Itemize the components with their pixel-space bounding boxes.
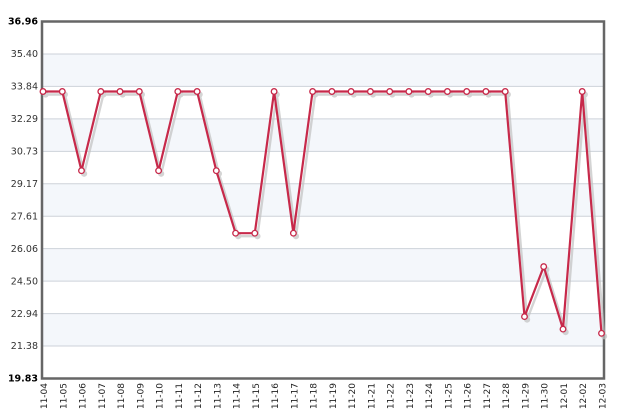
x-axis-tick-label: 11-15	[252, 383, 262, 409]
data-point	[443, 88, 451, 95]
x-axis-tick-label: 11-25	[444, 383, 454, 409]
data-point	[559, 325, 567, 333]
data-point	[366, 88, 374, 95]
x-axis-tick-label: 11-19	[329, 383, 339, 409]
x-axis-tick-label: 11-12	[194, 383, 204, 409]
data-point	[251, 229, 259, 237]
x-axis-tick-label: 11-21	[367, 383, 377, 409]
x-axis-tick-label: 12-01	[560, 383, 570, 409]
x-axis-tick-label: 11-26	[464, 383, 474, 409]
data-point	[386, 88, 394, 95]
plot-band	[42, 216, 604, 249]
data-point	[116, 88, 124, 95]
x-axis-tick-label: 11-11	[175, 383, 185, 409]
y-axis-tick-label: 30.73	[11, 147, 38, 158]
plot-band	[42, 248, 604, 282]
plot-band	[42, 53, 604, 87]
x-axis-tick-label: 11-05	[59, 383, 69, 409]
x-axis-tick-label: 11-23	[406, 383, 416, 409]
data-point	[482, 88, 490, 95]
plot-band	[42, 183, 604, 217]
data-point	[174, 88, 182, 95]
data-point	[78, 167, 85, 175]
data-point	[193, 88, 201, 95]
x-axis-tick-label: 11-08	[117, 383, 127, 409]
data-point	[347, 88, 355, 95]
data-point	[289, 229, 297, 237]
x-axis-tick-label: 11-20	[348, 383, 358, 409]
x-axis-tick-label: 11-29	[522, 383, 532, 409]
x-axis-tick-label: 12-02	[579, 383, 589, 409]
data-point	[58, 88, 66, 95]
x-axis-tick-label: 12-03	[599, 383, 609, 409]
x-axis-tick-label: 11-24	[425, 383, 435, 409]
y-axis-tick-label: 21.38	[11, 341, 38, 352]
y-axis-tick-label: 22.94	[11, 309, 38, 320]
data-point	[328, 88, 336, 95]
data-point	[155, 167, 163, 175]
x-axis-tick-label: 11-18	[310, 383, 320, 409]
plot-band	[42, 21, 604, 54]
y-axis-tick-label: 19.83	[8, 374, 38, 385]
data-point	[521, 313, 528, 321]
y-axis-tick-label: 36.96	[8, 17, 38, 28]
x-axis-tick-label: 11-27	[483, 383, 493, 409]
data-point	[232, 229, 240, 237]
data-point	[598, 329, 605, 337]
y-axis-tick-label: 24.50	[11, 276, 38, 287]
data-point	[501, 88, 509, 95]
x-axis-tick-label: 11-28	[502, 383, 512, 409]
data-point	[463, 88, 471, 95]
x-axis-tick-label: 11-30	[541, 383, 551, 409]
y-axis-tick-label: 35.40	[11, 49, 38, 60]
x-axis-tick-label: 11-09	[136, 383, 146, 409]
plot-band	[42, 346, 604, 379]
x-axis-tick-label: 11-10	[156, 383, 166, 409]
data-point	[39, 88, 47, 95]
y-axis-tick-label: 29.17	[11, 179, 38, 190]
plot-band	[42, 118, 604, 152]
y-axis-tick-label: 32.29	[11, 114, 38, 125]
y-axis-tick-label: 27.61	[11, 211, 38, 222]
data-point	[270, 88, 278, 95]
data-point	[540, 263, 548, 271]
x-axis-tick-label: 11-22	[387, 383, 397, 409]
x-axis-tick-label: 11-16	[271, 383, 281, 409]
x-axis-tick-label: 11-13	[213, 383, 223, 409]
y-axis-tick-label: 26.06	[11, 244, 38, 255]
x-axis-tick-label: 11-06	[79, 383, 89, 409]
plot-band	[42, 313, 604, 347]
x-axis-tick-label: 11-04	[40, 383, 50, 409]
plot-band	[42, 151, 604, 184]
data-point	[135, 88, 143, 95]
x-axis-tick-label: 11-17	[290, 383, 300, 409]
y-axis-tick-label: 33.84	[11, 82, 38, 93]
x-axis-tick-label: 11-14	[233, 383, 243, 409]
plot-border	[40, 20, 606, 380]
data-point	[405, 88, 413, 95]
data-point	[212, 167, 220, 175]
plot-band	[42, 281, 604, 314]
data-point	[578, 88, 586, 95]
data-point	[97, 88, 105, 95]
x-axis-tick-label: 11-07	[98, 383, 108, 409]
data-point	[424, 88, 432, 95]
data-point	[309, 88, 317, 95]
